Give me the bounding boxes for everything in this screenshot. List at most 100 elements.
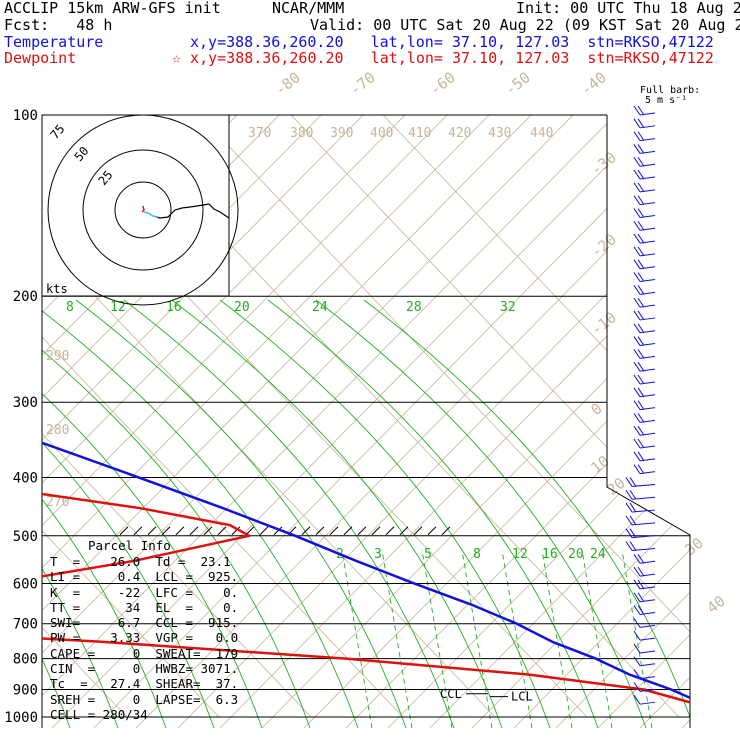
hodograph-ring-75	[47, 114, 239, 306]
barb-flag	[637, 336, 645, 346]
barb-shaft	[639, 304, 656, 308]
dry-adiabat	[42, 115, 421, 728]
barb-flag	[637, 105, 645, 116]
barb-flag	[633, 566, 641, 577]
moist-adiabat-label: 16	[166, 300, 182, 315]
barb-flag	[633, 618, 641, 628]
dry-adiabat	[387, 115, 690, 728]
moist-adiabat	[42, 299, 311, 728]
barb-shaft	[639, 214, 656, 218]
hatch-mark	[301, 526, 311, 536]
mixing-ratio-line	[581, 549, 613, 728]
pressure-label-800: 800	[13, 652, 38, 668]
barb-flag	[633, 259, 641, 269]
init-time: Init: 00 UTC Thu 18 Aug 22	[516, 0, 740, 17]
mixing-ratio-label: 3	[374, 547, 382, 562]
dry-adiabat-label: 380	[290, 126, 313, 141]
barb-flag	[637, 374, 645, 385]
isotherm-label: 40	[703, 592, 728, 617]
barb-shaft	[639, 317, 656, 321]
wind-barbs	[625, 105, 656, 705]
barb-shaft	[639, 650, 656, 654]
mixing-ratio-label: 16	[542, 547, 558, 562]
moist-adiabat	[267, 299, 599, 728]
barb-shaft	[639, 291, 656, 295]
barb-shaft	[639, 355, 656, 359]
barb-flag	[633, 105, 641, 116]
barb-shaft	[639, 676, 656, 680]
barb-flag	[637, 156, 645, 167]
barb-flag	[633, 246, 641, 257]
hatch-mark	[343, 526, 353, 536]
model-title: ACCLIP 15km ARW-GFS init	[4, 0, 221, 17]
barb-flag	[629, 541, 637, 551]
mixing-ratio-line	[341, 549, 373, 728]
moist-adiabat-label: 32	[500, 300, 516, 315]
moist-adiabat-label: 24	[312, 300, 328, 315]
parcel-info-row: TT = 34 EL = 0.	[50, 599, 239, 615]
moist-adiabat-label: 12	[110, 300, 126, 315]
hatch-mark	[259, 526, 269, 536]
hatch-mark	[427, 526, 437, 536]
pressure-label-100: 100	[13, 108, 38, 124]
dry-adiabat	[42, 115, 337, 728]
isotherm-label: -40	[577, 68, 609, 99]
barb-scale-unit: 5 m s⁻¹	[645, 95, 688, 106]
barb-flag	[633, 425, 641, 436]
barb-flag	[637, 566, 645, 577]
pressure-label-400: 400	[13, 470, 38, 486]
barb-flag	[633, 220, 641, 231]
barb-shaft	[639, 624, 656, 628]
barb-shaft	[639, 586, 656, 590]
barb-shaft	[639, 253, 656, 257]
hatch-mark	[231, 526, 241, 536]
dry-adiabat	[42, 115, 547, 728]
barb-shaft	[639, 368, 656, 372]
barb-shaft	[639, 599, 656, 603]
parcel-info-row: CELL = 280/34	[50, 706, 148, 722]
parcel-info-row: CIN = 0 HWBZ= 3071.	[50, 661, 239, 677]
barb-flag	[633, 118, 641, 129]
barb-flag	[637, 554, 645, 564]
barb-flag	[633, 554, 641, 564]
dry-adiabat	[219, 115, 690, 728]
parcel-info-title: Parcel Info	[88, 538, 171, 553]
barb-flag	[633, 464, 641, 474]
barb-flag	[629, 515, 637, 526]
barb-flag	[633, 182, 641, 193]
barb-shaft	[639, 138, 656, 142]
parcel-info-row: PW = 3.33 VGP = 0.0	[50, 630, 239, 646]
temperature-location: x,y=388.36,260.20 lat,lon= 37.10, 127.03…	[190, 33, 714, 51]
hatch-mark	[441, 526, 451, 536]
temperature-legend: Temperature	[4, 33, 104, 51]
pressure-label-600: 600	[13, 576, 38, 592]
mixing-ratio-line	[501, 549, 533, 728]
barb-shaft	[639, 432, 656, 436]
barb-flag	[633, 208, 641, 218]
dry-adiabat	[555, 115, 690, 728]
dry-adiabat	[42, 115, 379, 728]
dry-adiabat	[681, 115, 690, 728]
barb-flag	[637, 182, 645, 193]
hodograph-ring-50	[82, 149, 204, 271]
dry-adiabat-label: 420	[448, 126, 471, 141]
dry-adiabat	[261, 115, 690, 728]
barb-flag	[637, 131, 645, 141]
dry-adiabat-label: 430	[488, 126, 511, 141]
dry-adiabat-label: 290	[46, 349, 69, 364]
parcel-info-row: LI = 0.4 LCL = 925.	[50, 569, 239, 585]
pressure-label-300: 300	[13, 395, 38, 411]
barb-flag	[637, 118, 645, 129]
dry-adiabat	[42, 115, 463, 728]
dry-adiabat-label: 410	[408, 126, 431, 141]
barb-flag	[637, 387, 645, 398]
barb-flag	[633, 451, 641, 462]
barb-shaft	[639, 471, 656, 475]
dry-adiabat	[724, 100, 740, 728]
barb-flag	[637, 246, 645, 257]
isotherm-label: -30	[587, 148, 619, 179]
barb-shaft	[639, 394, 656, 398]
barb-flag	[633, 643, 641, 654]
barb-shaft	[639, 419, 656, 423]
barb-shaft	[639, 407, 656, 411]
